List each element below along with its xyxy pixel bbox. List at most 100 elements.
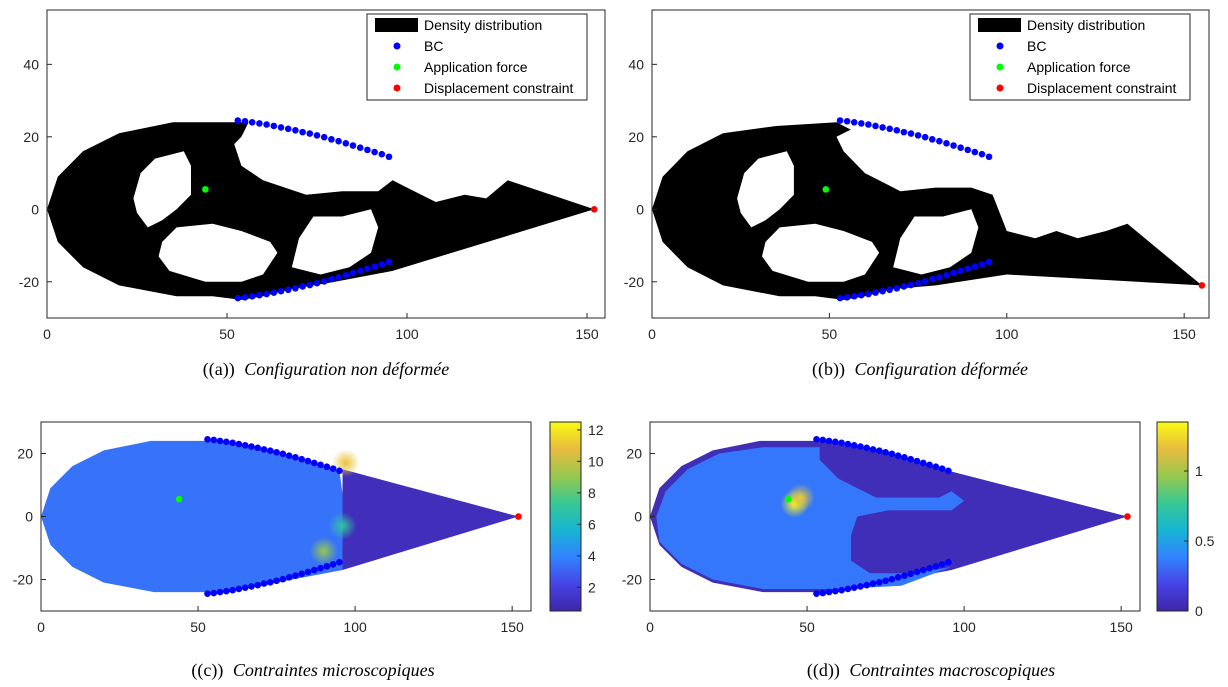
bc-point (938, 561, 946, 568)
bc-point (313, 279, 321, 287)
x-tick-label: 150 (1172, 326, 1196, 342)
bc-point (869, 580, 877, 587)
bc-point (371, 148, 378, 156)
bc-point (254, 444, 262, 452)
caption-c-label: ((c)) (191, 660, 223, 681)
bc-point (292, 453, 299, 461)
bc-point (865, 290, 872, 298)
bc-marker-icon (996, 42, 1004, 50)
bc-point (901, 453, 908, 461)
bc-point (364, 265, 371, 273)
panel-c-colorbar: 2 4 6 8 10 12 (549, 421, 604, 612)
bc-point (813, 436, 820, 443)
bc-point (270, 289, 278, 296)
bc-point (335, 137, 342, 145)
displacement-point (590, 205, 598, 213)
bc-point (913, 568, 921, 576)
bc-point (323, 562, 331, 570)
x-tick-label: 150 (1109, 619, 1133, 635)
bc-point (342, 271, 350, 279)
bc-point (266, 447, 274, 454)
colorbar-tick-label: 2 (588, 579, 596, 595)
bc-point (863, 444, 871, 452)
bc-point (310, 459, 318, 467)
stress-hotspot (309, 537, 338, 566)
y-tick-label: -20 (19, 274, 39, 290)
bc-point (210, 436, 218, 444)
bc-point (320, 278, 328, 285)
bc-point (913, 457, 921, 465)
bc-point (819, 589, 827, 597)
bc-point (985, 258, 993, 266)
panel-c-chart: 0 50 100 150 -20 0 20 2 4 6 8 10 12 ((c)) Contraint… (13, 421, 604, 681)
bc-point (886, 286, 894, 294)
bc-point (882, 577, 889, 585)
bc-point (936, 274, 943, 281)
bc-point (216, 588, 224, 596)
bc-point (914, 132, 922, 139)
x-tick-label: 50 (219, 326, 235, 342)
x-tick-label: 100 (343, 619, 367, 635)
bc-point (928, 275, 936, 283)
bc-point (284, 286, 292, 294)
bc-point (957, 144, 964, 151)
bc-point (819, 436, 827, 444)
bc-point (882, 448, 889, 456)
bc-point (900, 128, 908, 136)
y-tick-label: -20 (624, 274, 644, 290)
colorbar-tick-label: 12 (588, 422, 604, 438)
x-tick-label: 0 (646, 619, 654, 635)
colorbar-tick-label: 1 (1195, 463, 1203, 479)
x-tick-label: 0 (37, 619, 45, 635)
bc-point (932, 562, 940, 570)
panel-d-colorbar: 00.51 (1156, 421, 1215, 619)
panel-a-legend: Density distribution BC Application forc… (366, 13, 588, 101)
bc-point (900, 283, 908, 290)
density-region (652, 122, 1202, 300)
bc-point (879, 287, 886, 295)
legend-density-label: Density distribution (1027, 17, 1145, 33)
bc-point (223, 438, 230, 446)
bc-point (888, 575, 896, 583)
bc-point (875, 447, 883, 454)
bc-point (329, 561, 337, 568)
bc-point (304, 568, 312, 576)
bc-point (926, 461, 933, 469)
bc-point (950, 269, 957, 277)
bc-point (270, 122, 278, 130)
stress-region (656, 447, 965, 589)
bc-point (907, 570, 915, 578)
colorbar-gradient (1156, 421, 1189, 612)
bc-point (317, 461, 324, 469)
displacement-marker-icon (996, 84, 1004, 92)
panel-a-axes-box (46, 9, 606, 319)
bc-point (914, 279, 922, 287)
bc-point (349, 269, 357, 277)
bc-point (844, 440, 852, 448)
bc-point (235, 440, 243, 448)
bc-point (978, 261, 986, 268)
bc-point (893, 284, 901, 292)
bc-point (907, 455, 915, 463)
caption-b-label: ((b)) (812, 359, 845, 380)
y-tick-label: 0 (25, 509, 33, 525)
bc-point (248, 583, 255, 590)
bc-point (893, 127, 901, 134)
bc-point (204, 436, 211, 443)
bc-point (364, 146, 371, 154)
bc-point (229, 586, 236, 594)
colorbar-tick-label: 0 (1195, 603, 1203, 619)
force-marker-icon (393, 63, 401, 71)
displacement-point (1124, 513, 1131, 520)
colorbar-tick-label: 4 (588, 548, 596, 564)
bc-point (886, 125, 894, 133)
bc-point (872, 289, 879, 296)
bc-point (901, 572, 908, 580)
panel-b-plot-area (652, 117, 1206, 302)
displacement-marker-icon (393, 84, 401, 92)
bc-point (273, 577, 280, 585)
bc-point (943, 140, 950, 147)
caption-b: ((b)) Configuration déformée (812, 359, 1028, 380)
bc-point (869, 446, 877, 453)
colorbar-gradient (549, 421, 582, 612)
